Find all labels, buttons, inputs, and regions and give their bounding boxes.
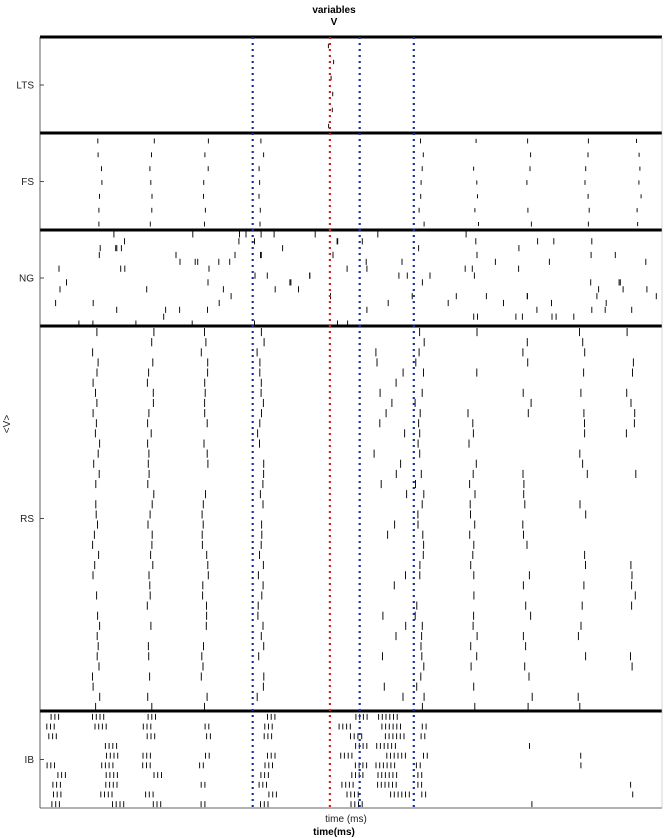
spikes-ng <box>55 231 657 327</box>
y-axis-label: <V> <box>2 415 13 434</box>
chart-subtitle: V <box>331 17 338 28</box>
markers-layer <box>251 37 415 808</box>
panel-fs: FS <box>21 131 662 227</box>
panel-rs: RS <box>20 324 662 711</box>
x-axis-label: time (ms) <box>325 814 367 825</box>
spikes-rs <box>92 328 637 711</box>
panel-label-ib: IB <box>25 755 35 766</box>
panel-ng: NG <box>19 228 662 327</box>
panel-label-fs: FS <box>21 177 34 188</box>
panel-label-rs: RS <box>20 514 34 525</box>
panel-label-lts: LTS <box>16 81 34 92</box>
spikes-fs <box>97 138 642 227</box>
panel-ib: IB <box>25 709 662 808</box>
panels-layer: LTS FS NG RS IB <box>16 35 663 809</box>
x-axis-label-bottom: time(ms) <box>313 827 355 838</box>
spikes-lts <box>327 43 335 129</box>
panel-label-ng: NG <box>19 274 34 285</box>
panel-lts: LTS <box>16 35 662 129</box>
spikes-ib <box>46 713 634 808</box>
chart-title: variables <box>312 5 356 16</box>
